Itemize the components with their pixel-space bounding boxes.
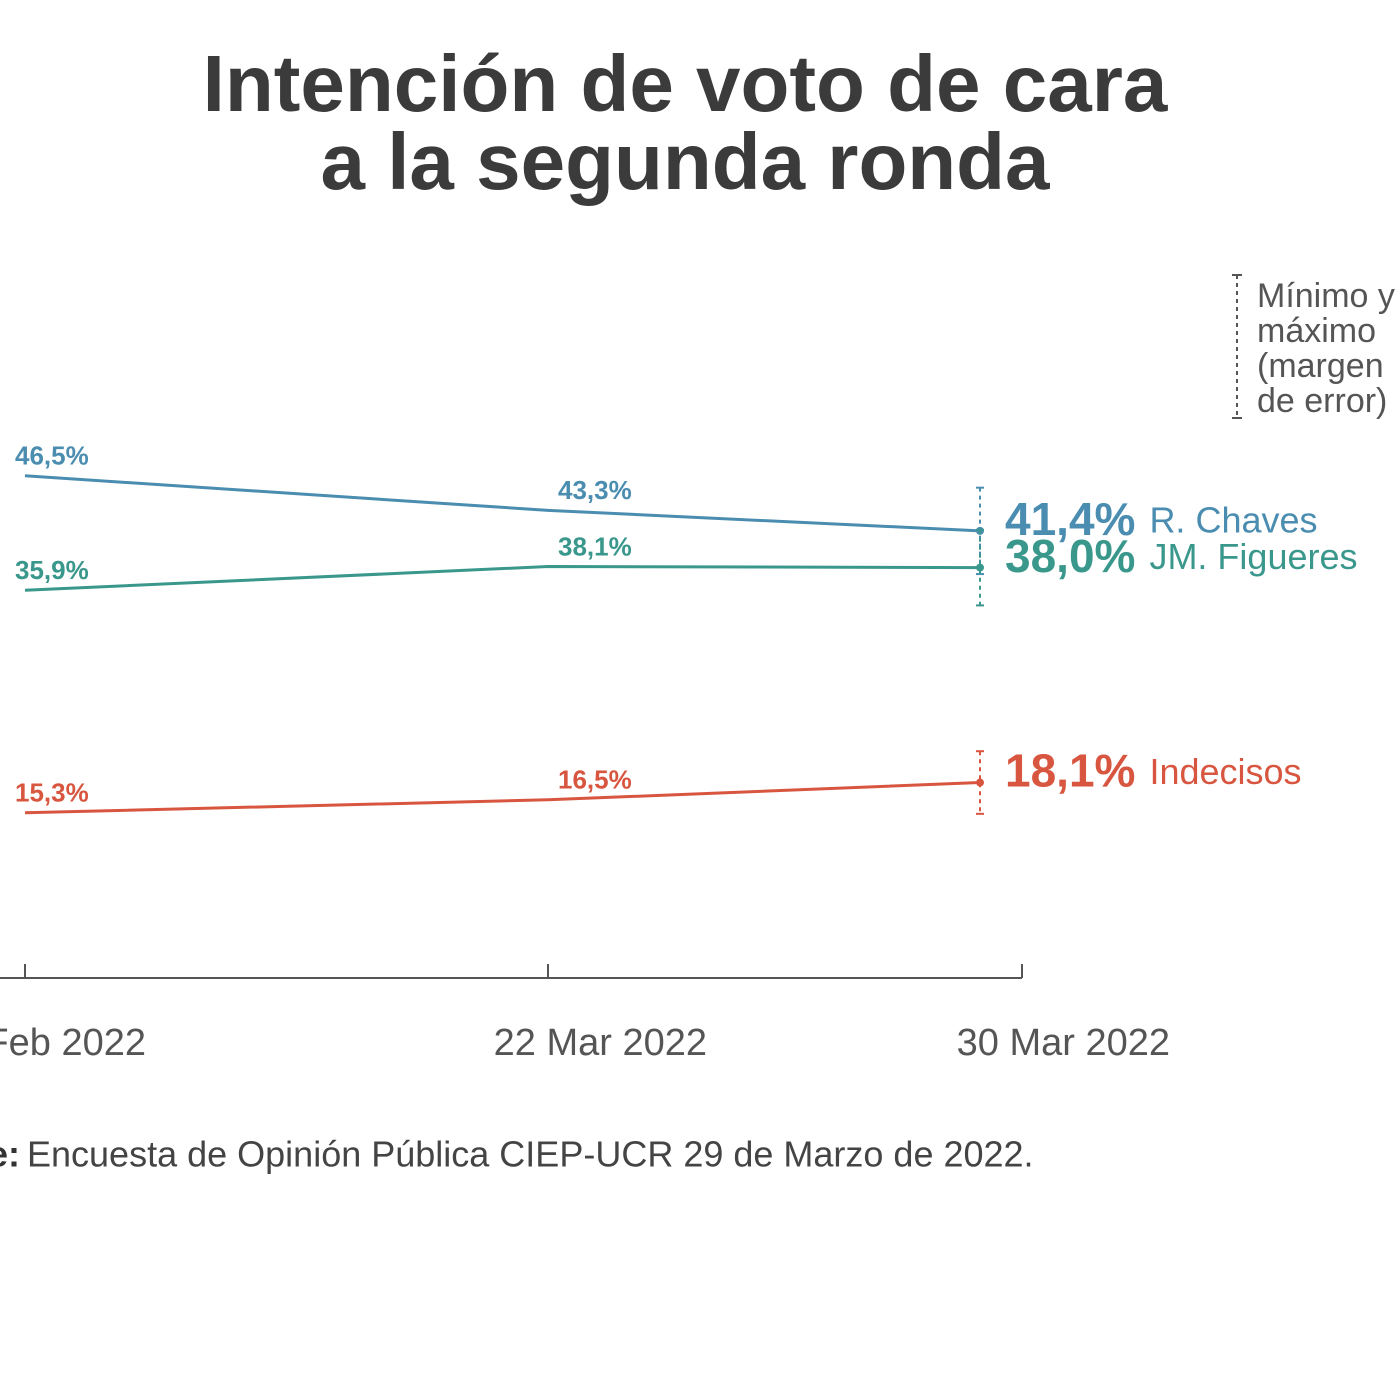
value-label: 16,5% [558,765,632,795]
value-label: 46,5% [15,441,89,471]
error-note: máximo [1257,312,1376,350]
chart-title: Intención de voto de cara [203,39,1168,128]
point [976,563,984,572]
series-name: JM. Figueres [1149,536,1357,577]
value-label: 41,4% [1005,493,1135,545]
value-label: 35,9% [15,555,89,585]
value-label: 38,1% [558,531,632,561]
error-note: Mínimo y [1257,277,1395,315]
error-note: de error) [1257,382,1387,420]
source: Encuesta de Opinión Pública CIEP-UCR 29 … [27,1134,1034,1175]
value-label: 43,3% [558,475,632,505]
chart-title: a la segunda ronda [320,117,1050,206]
series-line [24,565,981,592]
value-label: 18,1% [1005,745,1135,797]
series-line [24,781,981,815]
series-line [24,474,981,533]
value-label: 38,0% [1005,530,1135,582]
source-label: Fuente: [0,1134,20,1175]
x-tick-label: 22 Mar 2022 [494,1022,707,1064]
value-label: 15,3% [15,778,89,808]
x-tick-label: 30 Mar 2022 [957,1022,1170,1064]
series-name: Indecisos [1149,751,1301,792]
point [976,778,984,787]
x-tick-label: Feb 2022 [0,1022,146,1064]
series-name: R. Chaves [1149,499,1317,540]
error-note: (margen [1257,347,1384,385]
